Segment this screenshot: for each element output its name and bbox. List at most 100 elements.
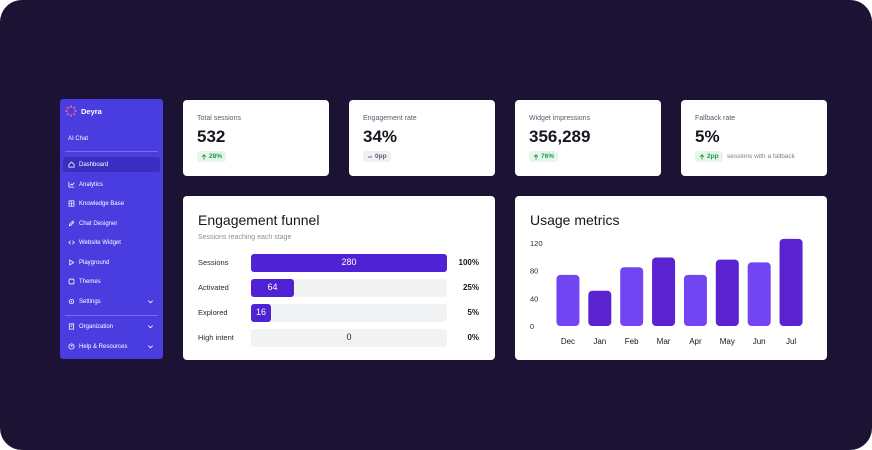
sidebar: Deyra AI Chat Dashboard Analytics Knowle… xyxy=(60,99,163,359)
pencil-icon xyxy=(68,220,75,227)
funnel-row: Explored 16 5% xyxy=(198,304,479,322)
sidebar-item-knowledge-base[interactable]: Knowledge Base xyxy=(63,196,160,211)
arrow-up-icon xyxy=(201,153,207,159)
help-icon xyxy=(68,343,75,350)
panel-subtitle: Sessions reaching each stage xyxy=(198,234,292,241)
y-tick-label: 120 xyxy=(530,239,543,248)
kpi-value: 34% xyxy=(363,127,398,146)
engagement-funnel-panel: Engagement funnel Sessions reaching each… xyxy=(183,196,495,360)
funnel-bar xyxy=(251,254,447,272)
arrow-up-icon xyxy=(533,153,539,159)
funnel-count: 280 xyxy=(341,257,357,267)
kpi-card-total-sessions: Total sessions 532 28% xyxy=(183,100,329,176)
kpi-note: sessions with a fallback xyxy=(727,153,795,160)
x-tick-label: Mar xyxy=(657,337,671,346)
sidebar-item-label: Help & Resources xyxy=(79,343,128,350)
sidebar-item-analytics[interactable]: Analytics xyxy=(63,177,160,192)
chart-bar[interactable] xyxy=(652,257,676,326)
funnel-row: High intent 0 0% xyxy=(198,329,479,347)
sidebar-item-label: Themes xyxy=(79,278,101,285)
kpi-delta-badge: 76% xyxy=(529,151,559,162)
chevron-down-icon[interactable] xyxy=(147,298,154,305)
chart-bar[interactable] xyxy=(779,238,803,326)
funnel-count: 16 xyxy=(255,307,267,317)
chart-bar[interactable] xyxy=(620,267,644,326)
chart-icon xyxy=(68,181,75,188)
panel-title: Usage metrics xyxy=(530,212,620,228)
sidebar-item-themes[interactable]: Themes xyxy=(63,274,160,289)
y-tick-label: 40 xyxy=(530,294,538,303)
gear-icon xyxy=(68,298,75,305)
sidebar-item-label: Playground xyxy=(79,259,110,266)
kpi-delta-badge: 0pp xyxy=(363,151,391,162)
usage-chart: 0 40 80 120 Dec Jan Feb Mar Apr May Jun Jul xyxy=(530,238,803,346)
sidebar-item-website-widget[interactable]: Website Widget xyxy=(63,235,160,250)
chevron-down-icon[interactable] xyxy=(147,323,154,330)
brand[interactable]: Deyra xyxy=(65,105,102,117)
chart-bar[interactable] xyxy=(588,290,612,326)
building-icon xyxy=(68,323,75,330)
sidebar-section-ai-chat[interactable]: AI Chat xyxy=(68,136,89,142)
sidebar-item-label: Settings xyxy=(79,298,101,305)
usage-metrics-panel: Usage metrics 0 40 80 120 Dec Jan Feb Mar Apr May… xyxy=(515,196,827,360)
funnel-stage-label: Explored xyxy=(198,308,228,317)
funnel-bar xyxy=(251,279,294,297)
funnel-count: 0 xyxy=(346,332,352,342)
funnel-percent: 5% xyxy=(467,308,479,317)
kpi-value: 532 xyxy=(197,127,226,146)
x-tick-label: Jan xyxy=(593,337,606,346)
palette-icon xyxy=(68,278,75,285)
funnel-stage-label: Activated xyxy=(198,283,229,292)
sidebar-item-help-resources[interactable]: Help & Resources xyxy=(63,339,160,354)
sidebar-item-settings[interactable]: Settings xyxy=(63,294,160,309)
funnel-percent: 0% xyxy=(467,333,479,342)
kpi-card-fallback-rate: Fallback rate 5% 2pp sessions with a fal… xyxy=(681,100,827,176)
y-tick-label: 80 xyxy=(530,267,538,276)
chart-bar[interactable] xyxy=(747,262,771,326)
sidebar-divider xyxy=(65,315,158,316)
sidebar-item-label: Dashboard xyxy=(79,161,109,168)
sidebar-item-label: Organization xyxy=(79,323,114,330)
sidebar-divider xyxy=(65,151,158,152)
chart-bar[interactable] xyxy=(683,274,707,326)
chart-bar[interactable] xyxy=(715,259,739,326)
dash-icon xyxy=(368,156,372,157)
funnel-stage-label: High intent xyxy=(198,333,234,342)
chevron-down-icon[interactable] xyxy=(147,343,154,350)
kpi-card-engagement-rate: Engagement rate 34% 0pp xyxy=(349,100,495,176)
book-icon xyxy=(68,200,75,207)
arrow-up-icon xyxy=(699,153,705,159)
kpi-delta-badge: 2pp xyxy=(695,151,723,162)
funnel-track: 16 xyxy=(251,304,447,322)
kpi-value: 356,289 xyxy=(529,127,591,146)
funnel-stage-label: Sessions xyxy=(198,258,229,267)
kpi-delta: 76% xyxy=(541,153,555,160)
kpi-delta-badge: 28% xyxy=(197,151,227,162)
sidebar-item-dashboard[interactable]: Dashboard xyxy=(63,157,160,172)
kpi-value: 5% xyxy=(695,127,720,146)
funnel-percent: 100% xyxy=(458,258,479,267)
x-tick-label: Apr xyxy=(689,337,702,346)
funnel-track: 0 xyxy=(251,329,447,347)
funnel-count: 64 xyxy=(267,282,278,292)
x-tick-label: Dec xyxy=(561,337,575,346)
sidebar-item-organization[interactable]: Organization xyxy=(63,319,160,334)
x-tick-label: May xyxy=(720,337,735,346)
x-tick-label: Jul xyxy=(786,337,796,346)
x-tick-label: Feb xyxy=(625,337,639,346)
sidebar-item-label: Knowledge Base xyxy=(79,200,125,207)
y-tick-label: 0 xyxy=(530,322,534,331)
kpi-delta: 2pp xyxy=(707,153,719,160)
funnel-row: Sessions 280 100% xyxy=(198,254,479,272)
kpi-delta: 28% xyxy=(209,153,223,160)
chart-bar[interactable] xyxy=(556,274,580,326)
sidebar-item-label: Chat Designer xyxy=(79,220,118,227)
funnel-track: 64 xyxy=(251,279,447,297)
code-icon xyxy=(68,239,75,246)
sidebar-item-playground[interactable]: Playground xyxy=(63,255,160,270)
x-tick-label: Jun xyxy=(753,337,766,346)
home-icon xyxy=(68,161,75,168)
play-icon xyxy=(68,259,75,266)
sidebar-item-chat-designer[interactable]: Chat Designer xyxy=(63,216,160,231)
sidebar-item-label: Website Widget xyxy=(79,239,121,246)
